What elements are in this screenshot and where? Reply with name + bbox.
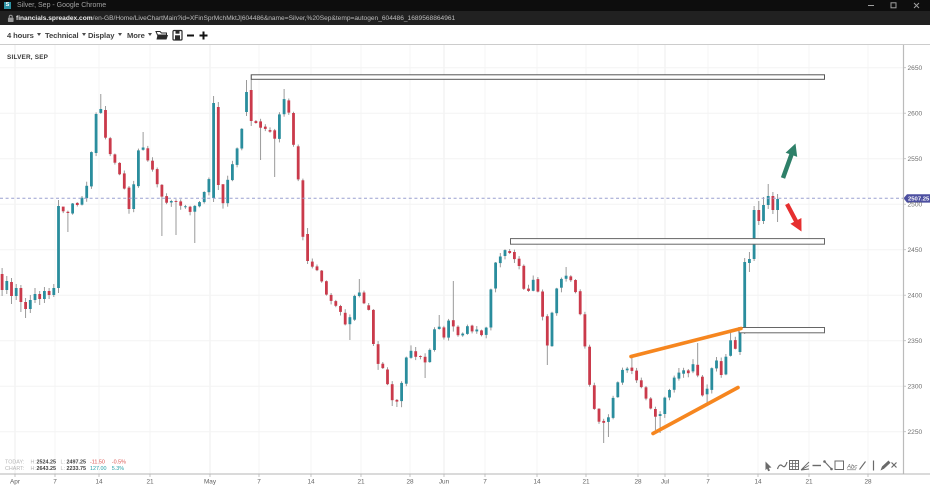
svg-text:2350: 2350: [908, 338, 923, 345]
svg-text:2497.25: 2497.25: [67, 460, 87, 466]
svg-text:Jul: Jul: [661, 479, 669, 486]
svg-text:14: 14: [754, 479, 762, 486]
svg-text:TODAY:: TODAY:: [5, 460, 24, 466]
svg-text:L:: L:: [61, 466, 66, 472]
svg-text:2507.25: 2507.25: [908, 197, 930, 203]
svg-text:H:: H:: [31, 466, 36, 472]
svg-text:Jun: Jun: [439, 479, 450, 486]
svg-text:7: 7: [257, 479, 261, 486]
svg-text:28: 28: [406, 479, 414, 486]
svg-text:2650: 2650: [908, 65, 923, 72]
svg-text:H:: H:: [31, 460, 36, 466]
svg-text:28: 28: [864, 479, 872, 486]
svg-text:7: 7: [706, 479, 710, 486]
svg-text:Apr: Apr: [10, 479, 21, 486]
svg-text:28: 28: [634, 479, 642, 486]
svg-text:127.00: 127.00: [90, 466, 107, 472]
svg-text:2233.75: 2233.75: [67, 466, 87, 472]
svg-text:14: 14: [95, 479, 103, 486]
svg-text:2300: 2300: [908, 383, 923, 390]
svg-text:2400: 2400: [908, 292, 923, 299]
svg-text:2550: 2550: [908, 156, 923, 163]
svg-text:21: 21: [146, 479, 154, 486]
svg-text:CHART:: CHART:: [5, 466, 24, 472]
svg-text:7: 7: [483, 479, 487, 486]
svg-text:5.3%: 5.3%: [112, 466, 124, 472]
svg-text:-0.5%: -0.5%: [112, 460, 126, 466]
svg-text:21: 21: [805, 479, 813, 486]
svg-text:2250: 2250: [908, 429, 923, 436]
svg-text:May: May: [204, 479, 217, 486]
svg-text:2600: 2600: [908, 110, 923, 117]
svg-text:L:: L:: [61, 460, 66, 466]
svg-text:2450: 2450: [908, 247, 923, 254]
svg-text:SILVER, SEP: SILVER, SEP: [7, 54, 49, 61]
svg-text:2500: 2500: [908, 201, 923, 208]
svg-text:7: 7: [53, 479, 57, 486]
svg-text:2524.25: 2524.25: [37, 460, 57, 466]
svg-text:14: 14: [307, 479, 315, 486]
svg-text:21: 21: [357, 479, 365, 486]
svg-text:21: 21: [582, 479, 590, 486]
svg-text:14: 14: [533, 479, 541, 486]
svg-text:-11.50: -11.50: [90, 460, 105, 466]
svg-text:Abc: Abc: [846, 465, 857, 471]
svg-text:2643.25: 2643.25: [37, 466, 57, 472]
